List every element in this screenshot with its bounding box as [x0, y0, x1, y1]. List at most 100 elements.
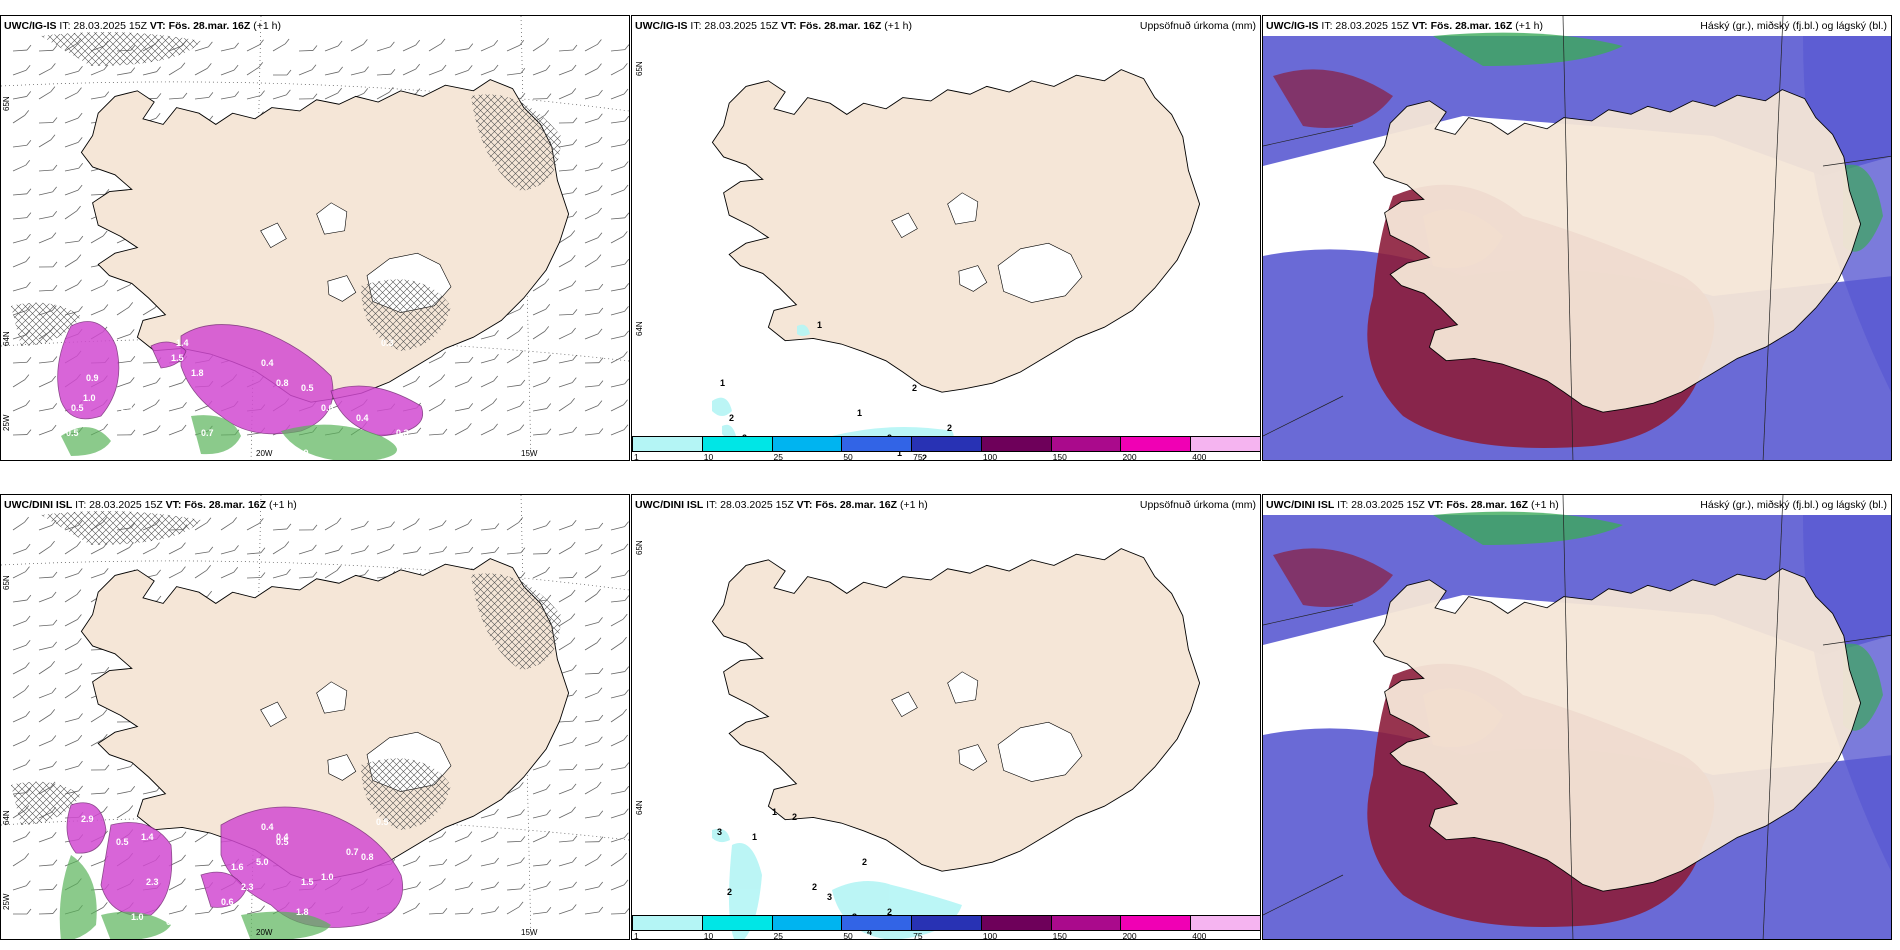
- glacier: [958, 744, 988, 771]
- colorbar-swatch: [701, 915, 773, 931]
- value-label: 0.6: [166, 917, 179, 927]
- hatched-area: [11, 511, 561, 830]
- latitude-label: 65N: [635, 540, 644, 555]
- it-value: 28.03.2025 15Z: [720, 499, 794, 511]
- colorbar-swatch: [1190, 436, 1260, 452]
- colorbar-swatch: [911, 915, 982, 931]
- value-label: 2: [887, 907, 892, 917]
- value-label: 0.5: [71, 403, 84, 413]
- glacier: [316, 202, 348, 235]
- colorbar-tick-label: 200: [1122, 452, 1137, 461]
- it-value: 28.03.2025 15Z: [73, 20, 147, 32]
- value-label: 1: [817, 320, 822, 330]
- coastline: [711, 69, 1201, 393]
- colorbar-swatch: [632, 436, 703, 452]
- value-label: 2.3: [241, 882, 254, 892]
- value-label: 1.7: [93, 418, 106, 428]
- value-label: 1.6: [231, 862, 244, 872]
- value-label: 1: [772, 807, 777, 817]
- it-label: IT:: [72, 499, 90, 511]
- glacier: [891, 691, 918, 718]
- glacier: [327, 754, 357, 781]
- colorbar-swatch: [1120, 436, 1192, 452]
- latitude-label: 25W: [2, 414, 11, 431]
- map-canvas: 11222122212165N64N: [635, 61, 1201, 460]
- it-label: IT:: [1334, 499, 1352, 511]
- value-label: 2: [862, 857, 867, 867]
- panel-field-title: Háský (gr.), miðský (fj.bl.) og lágský (…: [1700, 20, 1887, 32]
- value-label: 2.1: [121, 403, 134, 413]
- panel-bottom-right: UWC/DINI ISL IT: 28.03.2025 15Z VT: Fös.…: [1262, 494, 1892, 940]
- value-label: 0.4: [261, 822, 274, 832]
- map-canvas: [1263, 16, 1891, 460]
- value-label: 0.9: [86, 373, 99, 383]
- value-label: 1.4: [141, 832, 154, 842]
- vt-value: Fös. 28.mar. 16Z: [815, 499, 898, 511]
- it-label: IT:: [56, 20, 74, 32]
- colorbar-swatch: [1050, 915, 1122, 931]
- colorbar-tick-label: 200: [1122, 931, 1137, 940]
- colorbar-swatch: [911, 436, 982, 452]
- colorbar-swatch: [771, 915, 843, 931]
- colorbar-swatch: [841, 915, 913, 931]
- colorbar: 1 10 25 50 75 100 150 200 400: [632, 915, 1260, 939]
- model-name: UWC/IG-IS: [635, 20, 688, 32]
- longitude-label: 20W: [256, 928, 273, 937]
- value-label: 1.0: [321, 872, 334, 882]
- value-label: 4: [867, 927, 872, 937]
- glacier: [958, 265, 988, 292]
- value-label: 5.0: [256, 857, 269, 867]
- value-label: 2: [922, 453, 927, 460]
- vt-value: Fös. 28.mar. 16Z: [799, 20, 882, 32]
- value-label: 0.4: [276, 832, 289, 842]
- value-label: 3: [827, 892, 832, 902]
- coastline: [80, 558, 570, 882]
- model-name: UWC/IG-IS: [4, 20, 57, 32]
- it-value: 28.03.2025 15Z: [704, 20, 778, 32]
- lead-time: (+1 h): [1528, 499, 1559, 511]
- model-name: UWC/IG-IS: [1266, 20, 1319, 32]
- colorbar-swatch: [1050, 436, 1122, 452]
- colorbar-swatch: [771, 436, 843, 452]
- glacier: [947, 192, 979, 225]
- value-label: 0.3: [396, 428, 409, 438]
- colorbar-tick-label: 150: [1052, 452, 1067, 461]
- hatched-area: [11, 32, 561, 351]
- colorbar-tick-label: 100: [982, 452, 998, 461]
- value-label: 0.7: [201, 428, 214, 438]
- vt-label: VT:: [793, 499, 816, 511]
- panel-title: UWC/IG-IS IT: 28.03.2025 15Z VT: Fös. 28…: [4, 20, 281, 32]
- colorbar-tick-label: 10: [703, 452, 714, 461]
- projection-lines: [1263, 495, 1891, 939]
- value-label: 0.5: [66, 428, 79, 438]
- value-label: 0.6: [221, 897, 234, 907]
- colorbar-tick-label: 50: [843, 931, 853, 940]
- value-label: 0.4: [261, 358, 274, 368]
- value-label: 2: [792, 812, 797, 822]
- value-label: 0.8: [361, 852, 374, 862]
- value-label: 0.3: [381, 338, 394, 348]
- it-value: 28.03.2025 15Z: [1351, 499, 1425, 511]
- value-label: 2: [727, 887, 732, 897]
- value-label: 3: [717, 827, 722, 837]
- panel-field-title: Uppsöfnuð úrkoma (mm): [1139, 20, 1256, 32]
- value-label: 0.8: [276, 378, 289, 388]
- value-label: 1.5: [301, 877, 314, 887]
- value-label: 2.3: [146, 877, 159, 887]
- panel-top-right: UWC/IG-IS IT: 28.03.2025 15Z VT: Fös. 28…: [1262, 15, 1892, 461]
- value-label: 1.4: [176, 338, 189, 348]
- value-label: 1.0: [131, 912, 144, 922]
- it-label: IT:: [703, 499, 721, 511]
- value-label: 0.4: [356, 413, 369, 423]
- colorbar-swatch: [632, 915, 703, 931]
- colorbar-swatch: [980, 915, 1052, 931]
- map-canvas: 0.91.01.70.51.51.80.40.8 0.50.60.70.80.40…: [1, 16, 629, 460]
- panel-title: UWC/DINI ISL IT: 28.03.2025 15Z VT: Fös.…: [1266, 499, 1559, 511]
- glacier: [997, 721, 1083, 782]
- vt-value: Fös. 28.mar. 16Z: [168, 20, 251, 32]
- it-label: IT:: [687, 20, 705, 32]
- panel-field-title: Háský (gr.), miðský (fj.bl.) og lágský (…: [1700, 499, 1887, 511]
- vt-label: VT:: [1408, 20, 1431, 32]
- lead-time: (+1 h): [250, 20, 281, 32]
- coastline: [711, 548, 1201, 872]
